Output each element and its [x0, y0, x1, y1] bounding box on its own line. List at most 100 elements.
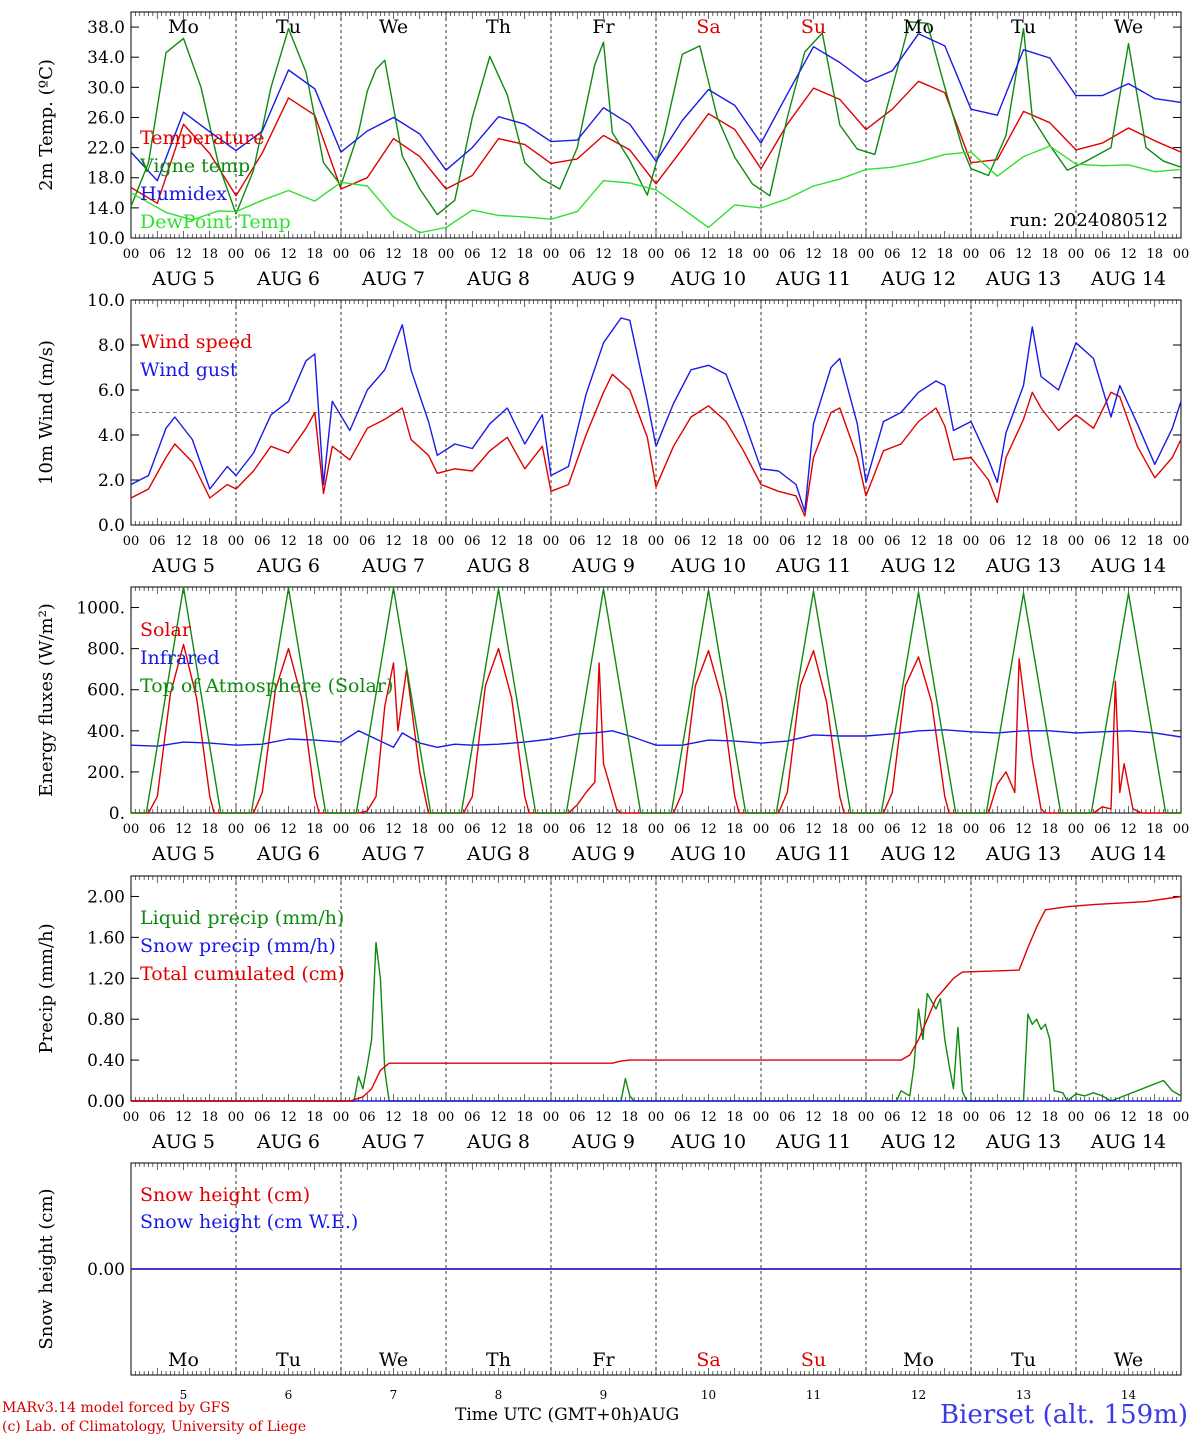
weekday-label-bottom: We: [379, 1349, 408, 1371]
temperature-legend-entry: Temperature: [140, 127, 264, 149]
precip-legend-entry: Total cumulated (cm): [140, 963, 345, 985]
energy-date-label: AUG 11: [775, 843, 851, 865]
weekday-label: We: [1114, 16, 1143, 38]
wind-date-label: AUG 8: [466, 555, 530, 577]
snow-y-tick-label: 0.00: [87, 1260, 125, 1280]
day-number-label: 13: [1016, 1388, 1031, 1402]
day-number-label: 11: [806, 1388, 821, 1402]
wind-hour-tick-label: 00: [1068, 534, 1085, 549]
energy-hour-tick-label: 06: [989, 822, 1006, 837]
wind-hour-tick-label: 00: [858, 534, 875, 549]
day-number-label: 10: [701, 1388, 716, 1402]
day-number-label: 9: [600, 1388, 608, 1402]
temperature-hour-tick-label: 18: [306, 247, 323, 262]
precip-hour-tick-label: 18: [621, 1110, 638, 1125]
temperature-hour-tick-label: 12: [1015, 247, 1032, 262]
precip-date-label: AUG 5: [151, 1131, 215, 1153]
weekday-label-bottom: Tu: [276, 1349, 301, 1371]
wind-hour-tick-label: 12: [280, 534, 297, 549]
weekday-label: Tu: [276, 16, 301, 38]
temperature-date-label: AUG 14: [1090, 268, 1166, 290]
precip-series-line: [131, 941, 1182, 1102]
energy-y-tick-label: 0.: [109, 804, 125, 824]
energy-y-axis-label: Energy fluxes (W/m²): [36, 603, 57, 797]
wind-hour-tick-label: 12: [1120, 534, 1137, 549]
precip-date-label: AUG 10: [670, 1131, 746, 1153]
temperature-hour-tick-label: 00: [543, 247, 560, 262]
energy-hour-tick-label: 18: [1146, 822, 1163, 837]
temperature-hour-tick-label: 06: [149, 247, 166, 262]
energy-hour-tick-label: 06: [674, 822, 691, 837]
wind-hour-tick-label: 06: [254, 534, 271, 549]
energy-date-label: AUG 6: [256, 843, 320, 865]
precip-hour-tick-label: 12: [1120, 1110, 1137, 1125]
temperature-hour-tick-label: 06: [1094, 247, 1111, 262]
energy-hour-tick-label: 00: [123, 822, 140, 837]
energy-hour-tick-label: 12: [700, 822, 717, 837]
energy-hour-tick-label: 06: [359, 822, 376, 837]
wind-date-label: AUG 12: [880, 555, 956, 577]
temperature-y-tick-label: 38.0: [87, 18, 125, 38]
precip-hour-tick-label: 06: [674, 1110, 691, 1125]
energy-date-label: AUG 7: [361, 843, 425, 865]
temperature-date-label: AUG 9: [571, 268, 635, 290]
energy-hour-tick-label: 18: [411, 822, 428, 837]
precip-hour-tick-label: 06: [254, 1110, 271, 1125]
wind-hour-tick-label: 00: [228, 534, 245, 549]
temperature-hour-tick-label: 00: [123, 247, 140, 262]
station-name: Bierset (alt. 159m): [939, 1400, 1188, 1430]
day-number-label: 12: [911, 1388, 926, 1402]
temperature-hour-tick-label: 00: [1068, 247, 1085, 262]
temperature-hour-tick-label: 12: [490, 247, 507, 262]
wind-hour-tick-label: 06: [149, 534, 166, 549]
precip-legend-entry: Snow precip (mm/h): [140, 935, 336, 957]
run-annotation: run: 2024080512: [1010, 210, 1168, 231]
energy-hour-tick-label: 18: [516, 822, 533, 837]
snow-y-axis-label: Snow height (cm): [36, 1188, 57, 1349]
weekday-label: Mo: [903, 16, 934, 38]
temperature-hour-tick-label: 00: [858, 247, 875, 262]
wind-hour-tick-label: 06: [569, 534, 586, 549]
precip-hour-tick-label: 06: [884, 1110, 901, 1125]
energy-hour-tick-label: 18: [726, 822, 743, 837]
wind-hour-tick-label: 18: [516, 534, 533, 549]
temperature-hour-tick-label: 06: [674, 247, 691, 262]
wind-series-line: [130, 317, 1182, 513]
energy-legend-entry: Top of Atmosphere (Solar): [140, 675, 393, 697]
weekday-label: Su: [801, 16, 826, 38]
weekday-label-bottom: Mo: [903, 1349, 934, 1371]
energy-y-tick-label: 600.: [87, 681, 125, 701]
precip-hour-tick-label: 06: [779, 1110, 796, 1125]
wind-hour-tick-label: 18: [726, 534, 743, 549]
energy-date-label: AUG 9: [571, 843, 635, 865]
wind-hour-tick-label: 00: [963, 534, 980, 549]
temperature-y-axis-label: 2m Temp. (ºC): [36, 59, 57, 191]
energy-hour-tick-label: 18: [306, 822, 323, 837]
precip-hour-tick-label: 00: [753, 1110, 770, 1125]
wind-hour-tick-label: 18: [201, 534, 218, 549]
temperature-hour-tick-label: 00: [963, 247, 980, 262]
precip-hour-tick-label: 18: [831, 1110, 848, 1125]
precip-hour-tick-label: 18: [936, 1110, 953, 1125]
wind-date-label: AUG 10: [670, 555, 746, 577]
precip-legend-entry: Liquid precip (mm/h): [140, 907, 344, 929]
precip-hour-tick-label: 00: [123, 1110, 140, 1125]
precip-hour-tick-label: 06: [149, 1110, 166, 1125]
temperature-date-label: AUG 11: [775, 268, 851, 290]
temperature-hour-tick-label: 18: [936, 247, 953, 262]
temperature-hour-tick-label: 18: [516, 247, 533, 262]
temperature-y-tick-label: 14.0: [87, 199, 125, 219]
precip-hour-tick-label: 06: [359, 1110, 376, 1125]
temperature-date-label: AUG 10: [670, 268, 746, 290]
wind-y-tick-label: 4.0: [98, 426, 125, 446]
precip-hour-tick-label: 18: [726, 1110, 743, 1125]
energy-hour-tick-label: 18: [936, 822, 953, 837]
energy-hour-tick-label: 00: [753, 822, 770, 837]
wind-y-tick-label: 0.0: [98, 516, 125, 536]
wind-hour-tick-label: 06: [1094, 534, 1111, 549]
wind-legend-entry: Wind speed: [140, 331, 252, 353]
temperature-hour-tick-label: 18: [411, 247, 428, 262]
energy-hour-tick-label: 00: [1068, 822, 1085, 837]
precip-date-label: AUG 7: [361, 1131, 425, 1153]
